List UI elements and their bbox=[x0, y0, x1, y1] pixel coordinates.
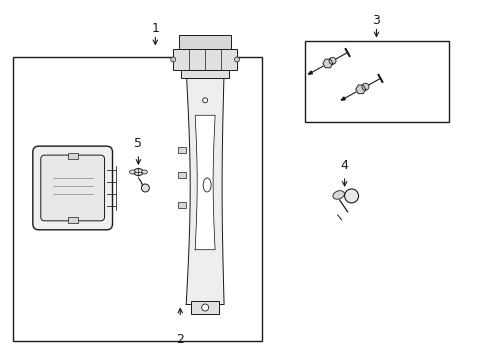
Text: 4: 4 bbox=[340, 159, 348, 172]
Circle shape bbox=[201, 304, 208, 311]
Text: 2: 2 bbox=[176, 333, 184, 346]
Bar bbox=[173, 49, 237, 71]
Circle shape bbox=[344, 189, 358, 203]
FancyBboxPatch shape bbox=[41, 155, 104, 221]
Ellipse shape bbox=[141, 170, 147, 174]
Bar bbox=[181, 62, 228, 78]
Bar bbox=[178, 172, 186, 178]
Text: 5: 5 bbox=[134, 137, 142, 150]
Polygon shape bbox=[322, 59, 332, 68]
Circle shape bbox=[361, 83, 368, 90]
Polygon shape bbox=[186, 71, 224, 305]
Circle shape bbox=[202, 98, 207, 103]
Bar bbox=[13, 58, 262, 341]
Ellipse shape bbox=[332, 191, 344, 199]
Polygon shape bbox=[307, 71, 312, 75]
Polygon shape bbox=[195, 115, 215, 250]
Circle shape bbox=[328, 57, 335, 64]
Circle shape bbox=[234, 57, 239, 62]
Text: 3: 3 bbox=[372, 14, 380, 27]
Ellipse shape bbox=[133, 168, 143, 176]
FancyBboxPatch shape bbox=[33, 146, 112, 230]
Bar bbox=[178, 202, 186, 208]
Bar bbox=[178, 147, 186, 153]
Polygon shape bbox=[355, 85, 365, 94]
Bar bbox=[67, 153, 78, 159]
Bar bbox=[67, 217, 78, 223]
Circle shape bbox=[141, 184, 149, 192]
Bar bbox=[179, 35, 230, 49]
Ellipse shape bbox=[129, 170, 135, 174]
Bar bbox=[191, 301, 219, 315]
Text: 1: 1 bbox=[151, 22, 159, 35]
Circle shape bbox=[170, 57, 175, 62]
Polygon shape bbox=[341, 97, 345, 100]
Bar bbox=[304, 41, 448, 122]
Ellipse shape bbox=[203, 178, 211, 192]
